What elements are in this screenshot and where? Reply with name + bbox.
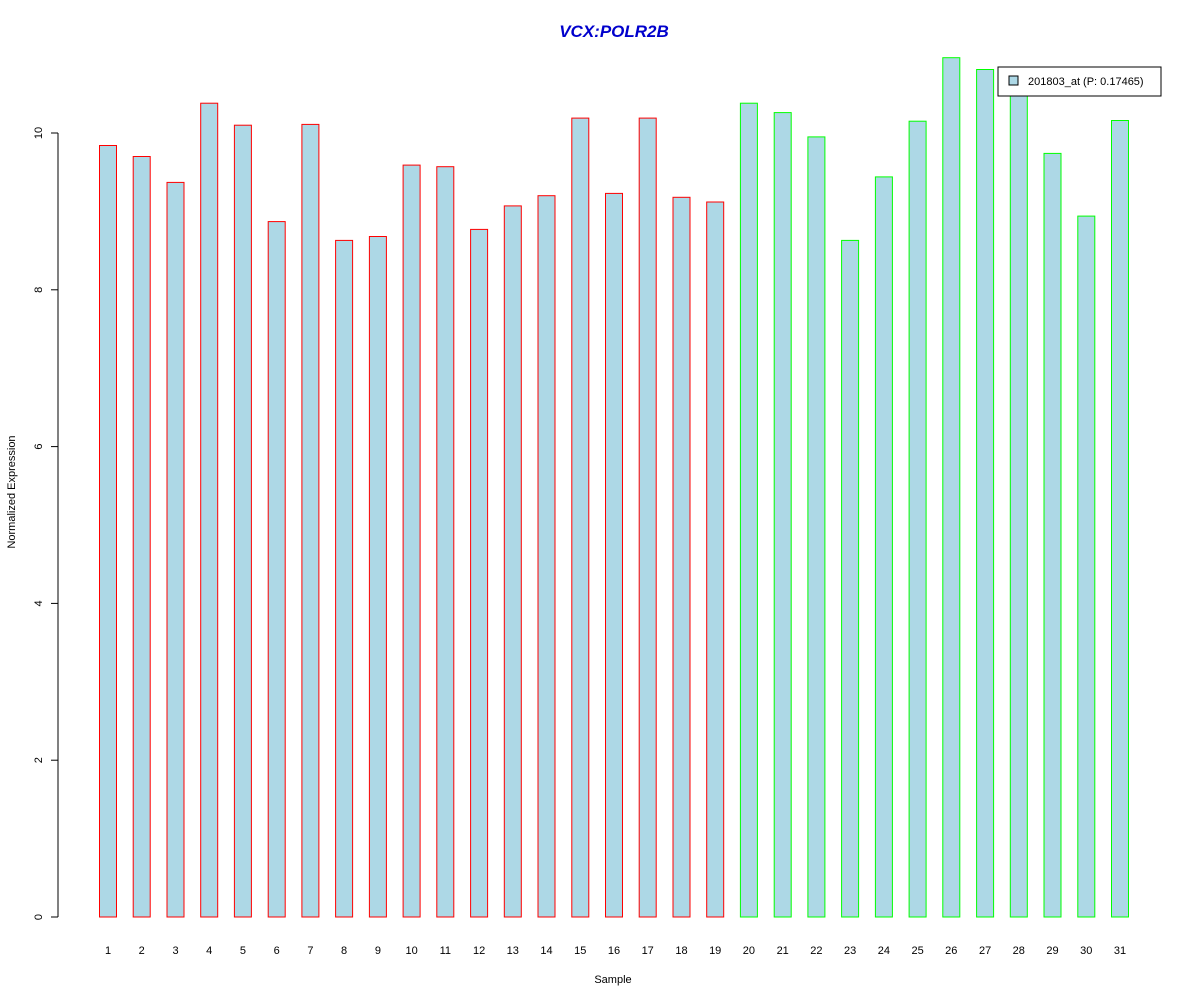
- bar-sample-14: [537, 195, 556, 918]
- bar-sample-9: [368, 236, 387, 918]
- x-tick-label: 13: [507, 945, 519, 957]
- bar-sample-8: [335, 239, 354, 918]
- x-tick-label: 9: [375, 945, 381, 957]
- x-tick-label: 12: [473, 945, 485, 957]
- y-axis: 0 2 4 6 8 10: [33, 127, 59, 920]
- x-tick-label: 18: [675, 945, 687, 957]
- x-tick-label: 27: [979, 945, 991, 957]
- bar-sample-5: [233, 124, 252, 918]
- legend-entry: 201803_at (P: 0.17465): [1028, 76, 1144, 88]
- x-tick-label: 24: [878, 945, 890, 957]
- bar-sample-1: [99, 145, 117, 918]
- x-tick-label: 5: [240, 945, 246, 957]
- bar-sample-28: [1009, 88, 1028, 918]
- y-tick-label: 0: [33, 914, 45, 920]
- bar-sample-13: [503, 205, 522, 918]
- legend-swatch: [1008, 75, 1019, 86]
- x-tick-label: 28: [1013, 945, 1025, 957]
- x-tick-label: 30: [1080, 945, 1092, 957]
- bar-sample-3: [166, 181, 185, 918]
- y-axis-label: Normalized Expression: [6, 435, 18, 548]
- x-tick-label: 22: [810, 945, 822, 957]
- bar-sample-30: [1077, 215, 1096, 918]
- bar-sample-4: [200, 102, 219, 918]
- bar-sample-31: [1111, 120, 1129, 918]
- bar-sample-6: [267, 221, 286, 918]
- bar-sample-11: [436, 166, 455, 918]
- bar-sample-27: [976, 69, 995, 918]
- x-tick-label: 26: [945, 945, 957, 957]
- x-tick-label: 7: [307, 945, 313, 957]
- x-tick-label: 3: [172, 945, 178, 957]
- bar-sample-29: [1043, 152, 1062, 918]
- bar-sample-12: [470, 228, 489, 918]
- bars: [99, 57, 1129, 918]
- x-tick-label: 4: [206, 945, 212, 957]
- y-tick-label: 10: [33, 127, 45, 139]
- bar-sample-21: [773, 112, 792, 918]
- x-tick-label: 14: [540, 945, 552, 957]
- x-tick-label: 2: [139, 945, 145, 957]
- y-tick-label: 6: [33, 444, 45, 450]
- x-tick-label: 31: [1114, 945, 1126, 957]
- x-tick-label: 20: [743, 945, 755, 957]
- x-tick-labels: 1 2 3 4 5 6 7 8 9 10 11 12 13 14 15 16 17 18 19 20 21 22 23 24 2…: [105, 945, 1126, 957]
- x-tick-label: 23: [844, 945, 856, 957]
- x-tick-label: 15: [574, 945, 586, 957]
- bar-sample-23: [841, 239, 860, 918]
- x-tick-label: 25: [911, 945, 923, 957]
- legend-box: [997, 66, 1162, 97]
- x-axis-label: Sample: [594, 974, 631, 986]
- x-tick-label: 19: [709, 945, 721, 957]
- x-tick-label: 8: [341, 945, 347, 957]
- x-tick-label: 10: [405, 945, 417, 957]
- bar-sample-19: [706, 201, 725, 918]
- bar-sample-22: [807, 136, 826, 918]
- bar-sample-15: [571, 117, 590, 918]
- x-tick-label: 21: [777, 945, 789, 957]
- y-tick-label: 4: [33, 600, 45, 606]
- bar-sample-16: [605, 192, 623, 918]
- bar-sample-24: [874, 176, 893, 918]
- bar-sample-10: [402, 164, 421, 918]
- bar-sample-17: [638, 117, 657, 918]
- x-tick-label: 29: [1046, 945, 1058, 957]
- bar-sample-20: [739, 102, 758, 918]
- x-tick-label: 17: [642, 945, 654, 957]
- y-tick-label: 8: [33, 287, 45, 293]
- x-tick-label: 16: [608, 945, 620, 957]
- bar-sample-26: [942, 57, 961, 918]
- bar-sample-25: [908, 120, 927, 918]
- bar-sample-18: [672, 196, 691, 918]
- x-tick-label: 6: [274, 945, 280, 957]
- x-tick-label: 11: [440, 945, 451, 957]
- chart-title: VCX:POLR2B: [559, 22, 669, 41]
- x-tick-label: 1: [105, 945, 111, 957]
- legend: 201803_at (P: 0.17465): [997, 66, 1162, 97]
- bar-sample-2: [132, 156, 151, 918]
- bar-sample-7: [301, 123, 320, 918]
- y-tick-label: 2: [33, 757, 45, 763]
